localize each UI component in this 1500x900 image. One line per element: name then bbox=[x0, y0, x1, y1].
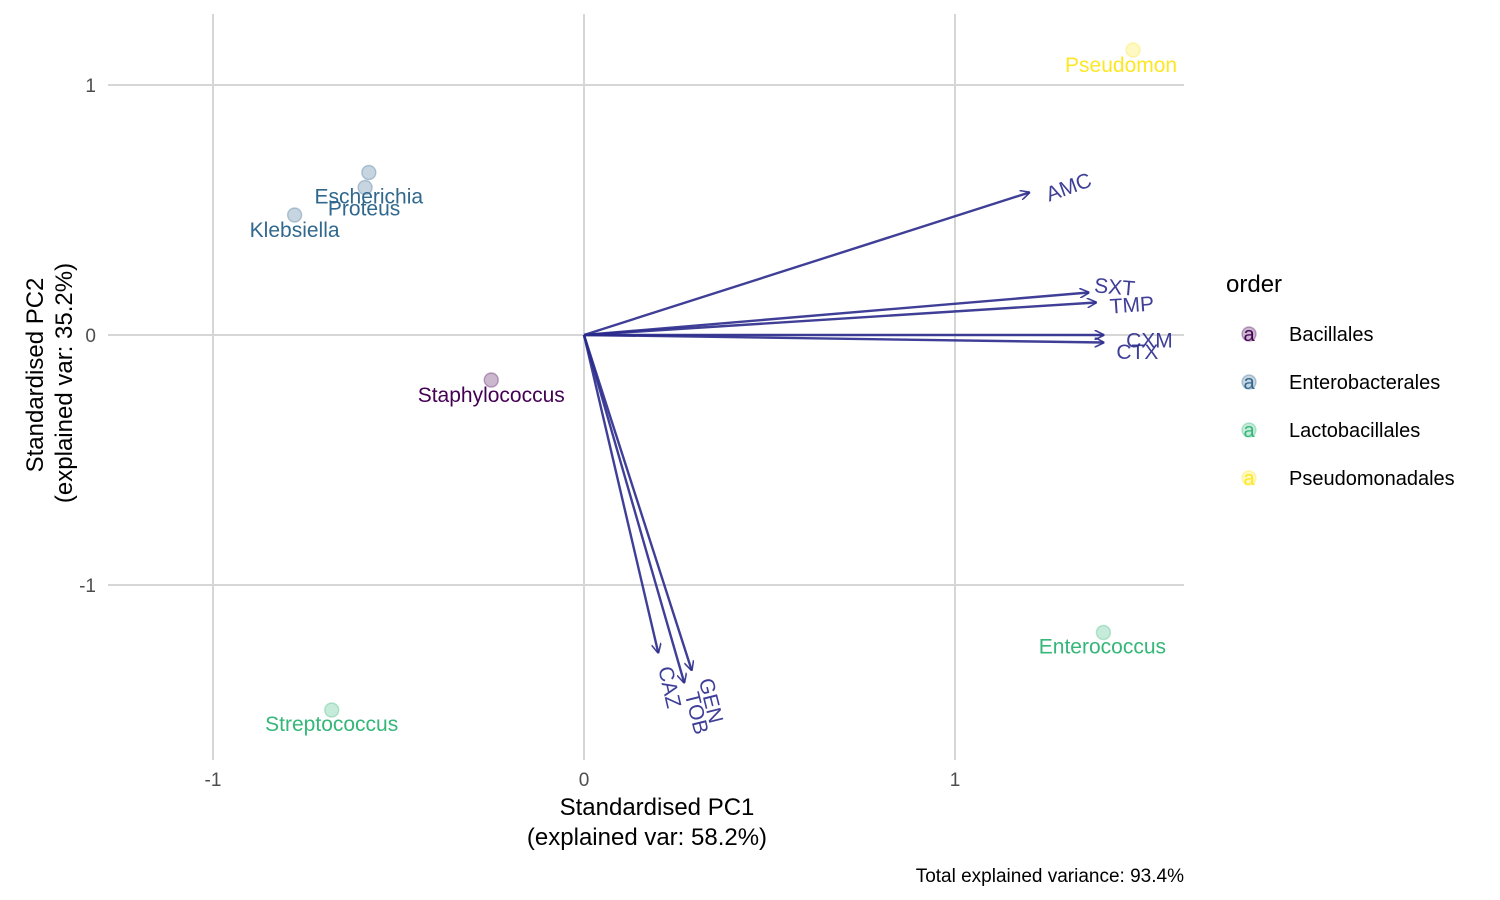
axis-ticks: -1 0 1 1 0 -1 bbox=[79, 76, 960, 791]
y-tick-label: -1 bbox=[79, 576, 96, 597]
point-label-pseudomon: Pseudomon bbox=[1065, 54, 1177, 77]
point-label-streptococcus: Streptococcus bbox=[265, 713, 398, 736]
legend-key-glyph: a bbox=[1243, 468, 1255, 490]
legend-label-pseudomonadales: Pseudomonadales bbox=[1289, 468, 1455, 490]
x-axis-title-line2: (explained var: 58.2%) bbox=[527, 824, 767, 851]
x-tick-label: 1 bbox=[950, 770, 961, 791]
legend-key-glyph: a bbox=[1243, 420, 1255, 442]
chart-caption: Total explained variance: 93.4% bbox=[916, 866, 1184, 887]
loading-label-sxt: SXT bbox=[1093, 274, 1136, 300]
point-label-proteus: Proteus bbox=[328, 198, 400, 221]
data-point-pseudomon bbox=[1125, 42, 1141, 58]
data-point-proteus bbox=[357, 179, 373, 196]
grid-lines bbox=[108, 14, 1184, 760]
loading-arrow-tob bbox=[582, 334, 684, 683]
y-axis-title-line2: (explained var: 35.2%) bbox=[51, 263, 78, 503]
y-tick-label: 0 bbox=[85, 326, 96, 347]
loading-label-cxm: CXM bbox=[1126, 330, 1173, 353]
legend-label-lactobacillales: Lactobacillales bbox=[1289, 420, 1420, 442]
loading-label-ctx: CTX bbox=[1116, 341, 1158, 364]
loading-arrow-caz bbox=[582, 334, 658, 653]
legend-key-point bbox=[1241, 326, 1257, 342]
legend-key-point bbox=[1241, 470, 1257, 486]
legend-label-bacillales: Bacillales bbox=[1289, 324, 1373, 346]
loading-label-tmp: TMP bbox=[1109, 293, 1155, 319]
loading-arrow-amc bbox=[583, 193, 1029, 337]
data-point-enterococcus bbox=[1095, 624, 1112, 641]
data-point-klebsiella bbox=[286, 207, 303, 223]
loading-arrow-ctx bbox=[583, 333, 1103, 343]
y-axis-title-line1: Standardised PC2 bbox=[22, 278, 49, 473]
point-label-klebsiella: Klebsiella bbox=[250, 219, 340, 242]
legend-entries: a Bacillales a Enterobacterales a Lactobacill… bbox=[1241, 324, 1455, 490]
loading-arrow-gen bbox=[582, 334, 692, 670]
data-point-streptococcus bbox=[324, 702, 340, 718]
loading-arrow-tmp bbox=[583, 303, 1096, 337]
point-label-staphylococcus: Staphylococcus bbox=[418, 384, 565, 407]
loading-label-amc: AMC bbox=[1043, 169, 1095, 207]
x-axis-title-line1: Standardised PC1 bbox=[560, 794, 755, 821]
x-tick-label: 0 bbox=[579, 770, 590, 791]
legend-title: order bbox=[1226, 271, 1282, 298]
x-tick-label: -1 bbox=[205, 770, 222, 791]
loading-arrow-sxt bbox=[583, 293, 1089, 337]
legend-key-glyph: a bbox=[1243, 372, 1255, 394]
y-tick-label: 1 bbox=[85, 76, 96, 97]
data-point-escherichia bbox=[361, 164, 377, 181]
legend: order a Bacillales a Enterobacterales a Lacto… bbox=[1226, 271, 1455, 490]
data-point-staphylococcus bbox=[483, 372, 499, 388]
legend-key-glyph: a bbox=[1243, 324, 1255, 346]
legend-key-point bbox=[1241, 374, 1257, 390]
legend-key-point bbox=[1241, 422, 1257, 438]
point-label-escherichia: Escherichia bbox=[315, 186, 424, 209]
axis-titles: Standardised PC1 (explained var: 58.2%) … bbox=[22, 263, 1184, 887]
point-label-enterococcus: Enterococcus bbox=[1039, 636, 1166, 659]
legend-label-enterobacterales: Enterobacterales bbox=[1289, 372, 1440, 394]
